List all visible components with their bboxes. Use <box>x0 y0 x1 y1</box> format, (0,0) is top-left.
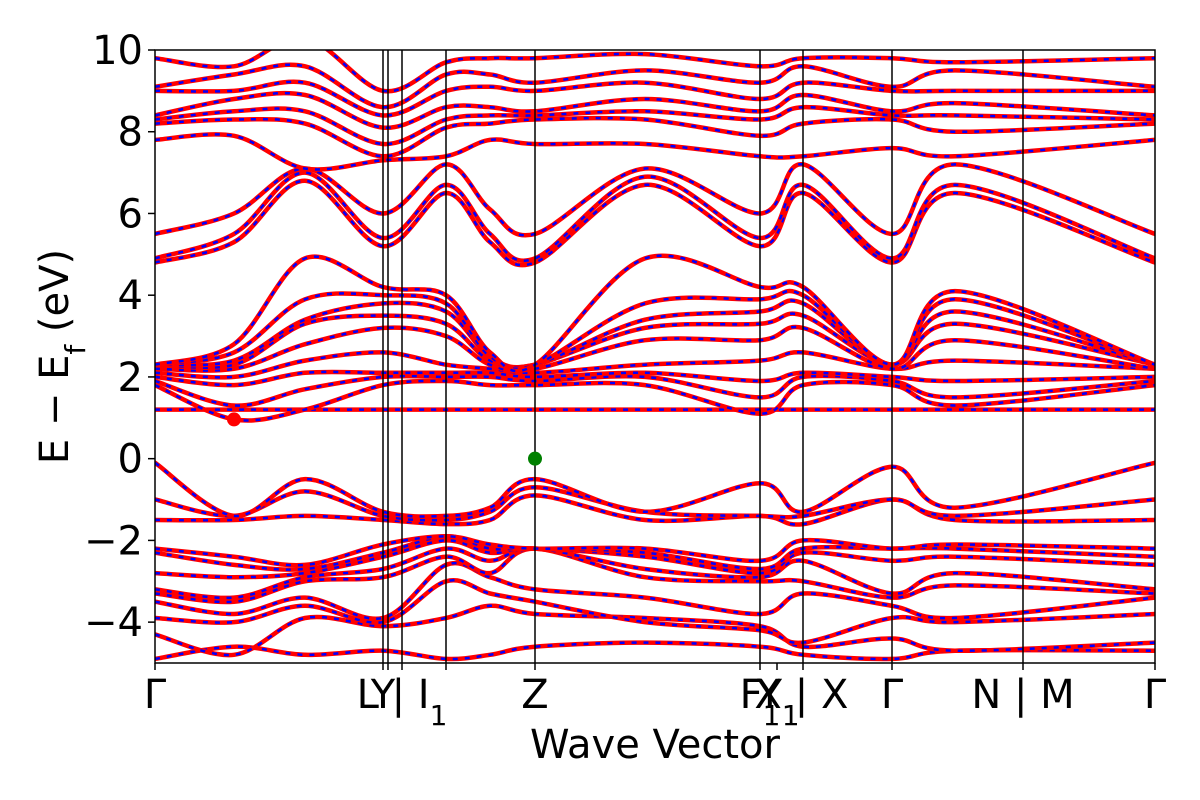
band-22-spin-down <box>155 179 1155 267</box>
band-13-spin-down <box>155 379 1155 422</box>
x-tick-label-main: L | I <box>357 672 430 718</box>
band-8-spin-down <box>155 535 1155 567</box>
y-tick-label: −4 <box>84 600 143 646</box>
x-tick-label-main: Y <box>370 672 396 718</box>
band-24-spin-up <box>155 162 1155 238</box>
band-24-spin-down <box>155 163 1155 237</box>
x-tick-label: Z <box>521 672 548 718</box>
band-9-spin-down <box>155 494 1155 526</box>
band-23-spin-down <box>155 171 1155 262</box>
y-axis-label: E − Ef (eV) <box>32 249 92 464</box>
x-axis-label: Wave Vector <box>530 722 781 768</box>
x-tick-label-main: Z <box>521 672 548 718</box>
band-3-spin-down <box>155 562 1155 621</box>
band-30-spin-down <box>155 63 1155 109</box>
band-29-spin-down <box>155 80 1155 117</box>
extrema-markers <box>227 412 542 466</box>
band-21-spin-down <box>155 254 1155 373</box>
x-tick-label: Y | X <box>757 672 849 718</box>
band-0-spin-up <box>155 640 1155 662</box>
plot-frame <box>154 49 1156 664</box>
band-25-spin-down <box>155 133 1155 171</box>
band-15-spin-down <box>155 370 1155 387</box>
band-6-spin-down <box>155 539 1155 579</box>
band-21-spin-up <box>155 253 1155 374</box>
band-1-spin-down <box>155 604 1155 657</box>
y-axis-label-sub: f <box>59 344 92 355</box>
band-22-spin-up <box>155 178 1155 268</box>
x-tick-label: Γ <box>1144 672 1167 718</box>
x-tick-label-main: F <box>740 672 763 718</box>
band-2-spin-up <box>155 578 1155 646</box>
y-tick-label: 6 <box>118 191 143 237</box>
x-tick-label-sub: 1 <box>430 699 448 732</box>
band-14-spin-down <box>155 374 1155 407</box>
band-18-spin-down <box>155 312 1155 369</box>
y-tick-label: 4 <box>118 273 143 319</box>
x-tick-label-main: Γ <box>881 672 904 718</box>
x-tick-label-main: Γ <box>1144 672 1167 718</box>
x-tick-label: Y <box>370 672 396 718</box>
x-tick-label: N | M <box>971 672 1074 718</box>
y-tick-label: 10 <box>92 28 143 74</box>
x-tick-label-main: Γ <box>144 672 167 718</box>
x-tick-label-main: N | M <box>971 672 1074 718</box>
vbm-marker <box>528 451 542 466</box>
x-tick-label-sub: 1 <box>782 699 800 732</box>
x-tick-label: Γ <box>881 672 904 718</box>
x-tick-label-sub: 1 <box>763 699 781 732</box>
y-tick-label: 2 <box>118 355 143 401</box>
band-11-spin-down <box>155 461 1155 518</box>
cbm-marker <box>227 412 241 427</box>
band-26-spin-up <box>155 115 1155 159</box>
y-tick-label: 0 <box>118 437 143 483</box>
x-tick-label-main: Y | X <box>757 672 849 718</box>
band-5-spin-down <box>155 547 1155 600</box>
y-tick-label: 8 <box>118 110 143 156</box>
x-tick-label-main: X <box>754 672 781 718</box>
x-tick-label: X1 <box>754 672 799 732</box>
y-ticks: −4 −2 0 2 4 6 8 10 <box>84 28 155 646</box>
x-tick-label: Γ <box>144 672 167 718</box>
x-tick-label: L | I1 <box>357 672 448 732</box>
band-10-spin-down <box>155 486 1155 522</box>
band-16-spin-up <box>155 350 1155 380</box>
band-4-spin-down <box>155 547 1155 604</box>
bands-layer <box>155 50 1155 662</box>
y-axis-label-main: E − E <box>32 355 78 465</box>
band-28-spin-down <box>155 91 1155 129</box>
y-tick-label: −2 <box>84 518 143 564</box>
band-31-spin-up <box>155 50 1155 94</box>
y-axis-label-unit: (eV) <box>32 249 78 345</box>
band-13-spin-up <box>155 378 1155 423</box>
band-17-spin-down <box>155 325 1155 372</box>
band-2-spin-down <box>155 579 1155 645</box>
high-symmetry-lines <box>382 50 1024 663</box>
x-tick-label: F1 <box>740 672 781 732</box>
band-27-spin-down <box>155 105 1155 146</box>
